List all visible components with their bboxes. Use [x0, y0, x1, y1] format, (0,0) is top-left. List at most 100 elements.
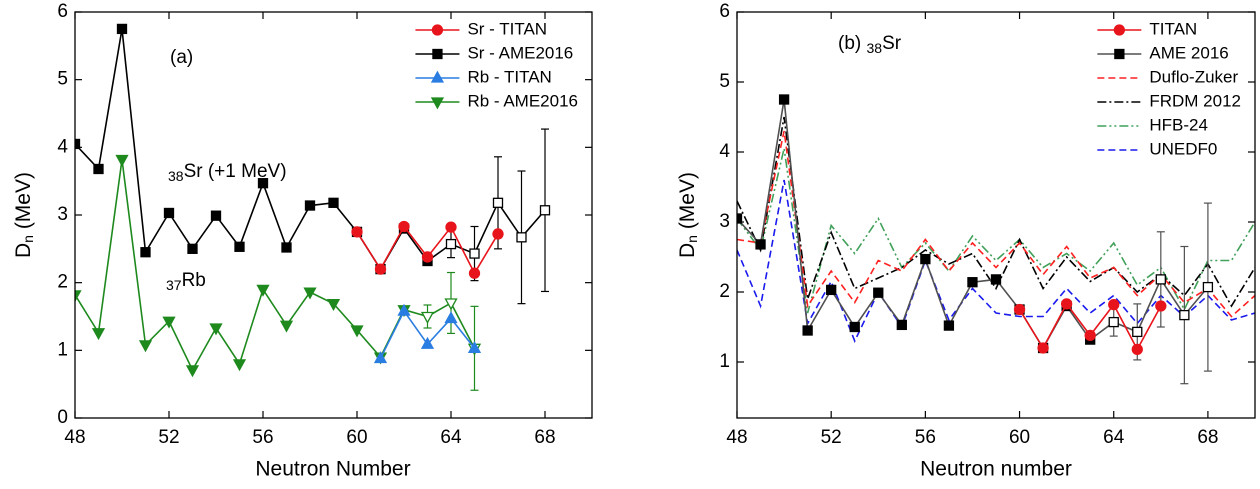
marker — [1084, 329, 1096, 342]
marker — [849, 321, 860, 333]
y-tick-label: 1 — [57, 339, 68, 360]
plot-area — [737, 94, 1255, 385]
x-tick-label: 68 — [1197, 427, 1218, 448]
marker — [257, 178, 269, 189]
y-tick-label: 5 — [57, 69, 68, 90]
marker — [75, 290, 82, 303]
series-line — [737, 179, 1255, 343]
x-tick-label: 64 — [1103, 427, 1125, 448]
annotation: (b) 38Sr — [838, 33, 902, 56]
plot-frame — [74, 11, 593, 419]
x-tick-label: 68 — [534, 427, 555, 448]
marker — [873, 287, 884, 298]
marker — [1108, 298, 1120, 311]
marker — [1155, 300, 1167, 312]
marker — [432, 48, 443, 60]
marker — [1202, 281, 1214, 293]
y-tick-label: 4 — [57, 136, 68, 157]
marker — [1179, 309, 1190, 321]
marker — [1155, 274, 1166, 285]
marker — [469, 248, 480, 259]
marker — [421, 251, 434, 263]
y-axis-label: Dn (MeV) — [676, 172, 700, 258]
marker — [755, 239, 766, 250]
y-tick-label: 6 — [57, 1, 68, 22]
x-axis-label: Neutron number — [920, 458, 1072, 481]
legend-label: UNEDF0 — [1149, 139, 1217, 158]
legend-label: Rb - AME2016 — [467, 91, 578, 110]
marker — [1113, 24, 1126, 36]
legend-label: AME 2016 — [1149, 43, 1228, 62]
marker — [374, 263, 387, 275]
legend-label: Sr - AME2016 — [467, 43, 573, 62]
marker — [420, 336, 435, 349]
y-label-main: D — [676, 243, 699, 258]
annotation-sub: 37 — [166, 277, 182, 293]
legend-label: TITAN — [1149, 19, 1197, 38]
y-axis-label: Dn (MeV) — [12, 172, 36, 258]
x-tick-label: 64 — [440, 427, 462, 448]
annotation-text: Rb — [182, 270, 206, 291]
marker — [351, 226, 363, 238]
x-tick-label: 52 — [821, 427, 842, 448]
marker — [1108, 316, 1119, 328]
y-tick-label: 3 — [57, 204, 68, 225]
marker — [138, 340, 153, 353]
marker — [91, 328, 106, 341]
series-line — [737, 148, 1255, 314]
marker — [920, 253, 931, 265]
annotation-sub: 38 — [168, 168, 184, 184]
marker — [430, 97, 445, 110]
annotation: 37Rb — [166, 270, 206, 293]
marker — [420, 311, 435, 324]
marker — [492, 197, 504, 208]
annotation-text: Sr (+1 MeV) — [184, 161, 287, 182]
marker — [967, 277, 978, 288]
annotation: 38Sr (+1 MeV) — [168, 161, 287, 184]
marker — [990, 274, 1002, 285]
marker — [328, 197, 339, 208]
marker — [185, 365, 200, 378]
marker — [234, 241, 245, 252]
marker — [445, 238, 457, 250]
marker — [75, 138, 81, 150]
y-tick-label: 2 — [719, 281, 730, 302]
marker — [516, 232, 527, 243]
x-tick-label: 48 — [64, 427, 85, 448]
marker — [1037, 342, 1049, 354]
marker — [304, 200, 316, 211]
x-tick-label: 56 — [252, 427, 273, 448]
marker — [373, 351, 388, 364]
y-label-sub: n — [20, 235, 36, 243]
annotation-sub: 38 — [867, 40, 883, 56]
marker — [826, 284, 837, 296]
marker — [279, 320, 294, 333]
marker — [93, 163, 104, 175]
y-label-sub: n — [684, 235, 700, 243]
marker — [1013, 303, 1026, 316]
marker — [1131, 343, 1143, 356]
series-line — [737, 116, 1255, 308]
marker — [802, 325, 813, 336]
x-tick-label: 48 — [726, 427, 747, 448]
marker — [397, 303, 411, 316]
y-tick-label: 6 — [719, 1, 730, 22]
marker — [468, 267, 481, 279]
y-label-main: D — [12, 243, 35, 258]
marker — [1060, 298, 1073, 310]
marker — [209, 323, 223, 336]
marker — [445, 221, 457, 233]
annotation-text: Sr — [882, 33, 902, 54]
marker — [162, 316, 176, 329]
y-tick-label: 0 — [57, 407, 68, 428]
legend-label: HFB-24 — [1149, 115, 1208, 134]
y-label-unit: (MeV) — [12, 172, 35, 235]
marker — [140, 247, 151, 258]
marker — [256, 284, 270, 297]
y-tick-label: 1 — [719, 351, 730, 372]
x-tick-label: 56 — [915, 427, 936, 448]
marker — [116, 23, 128, 35]
marker — [326, 298, 341, 311]
annotation: (a) — [170, 47, 193, 68]
marker — [115, 154, 129, 167]
